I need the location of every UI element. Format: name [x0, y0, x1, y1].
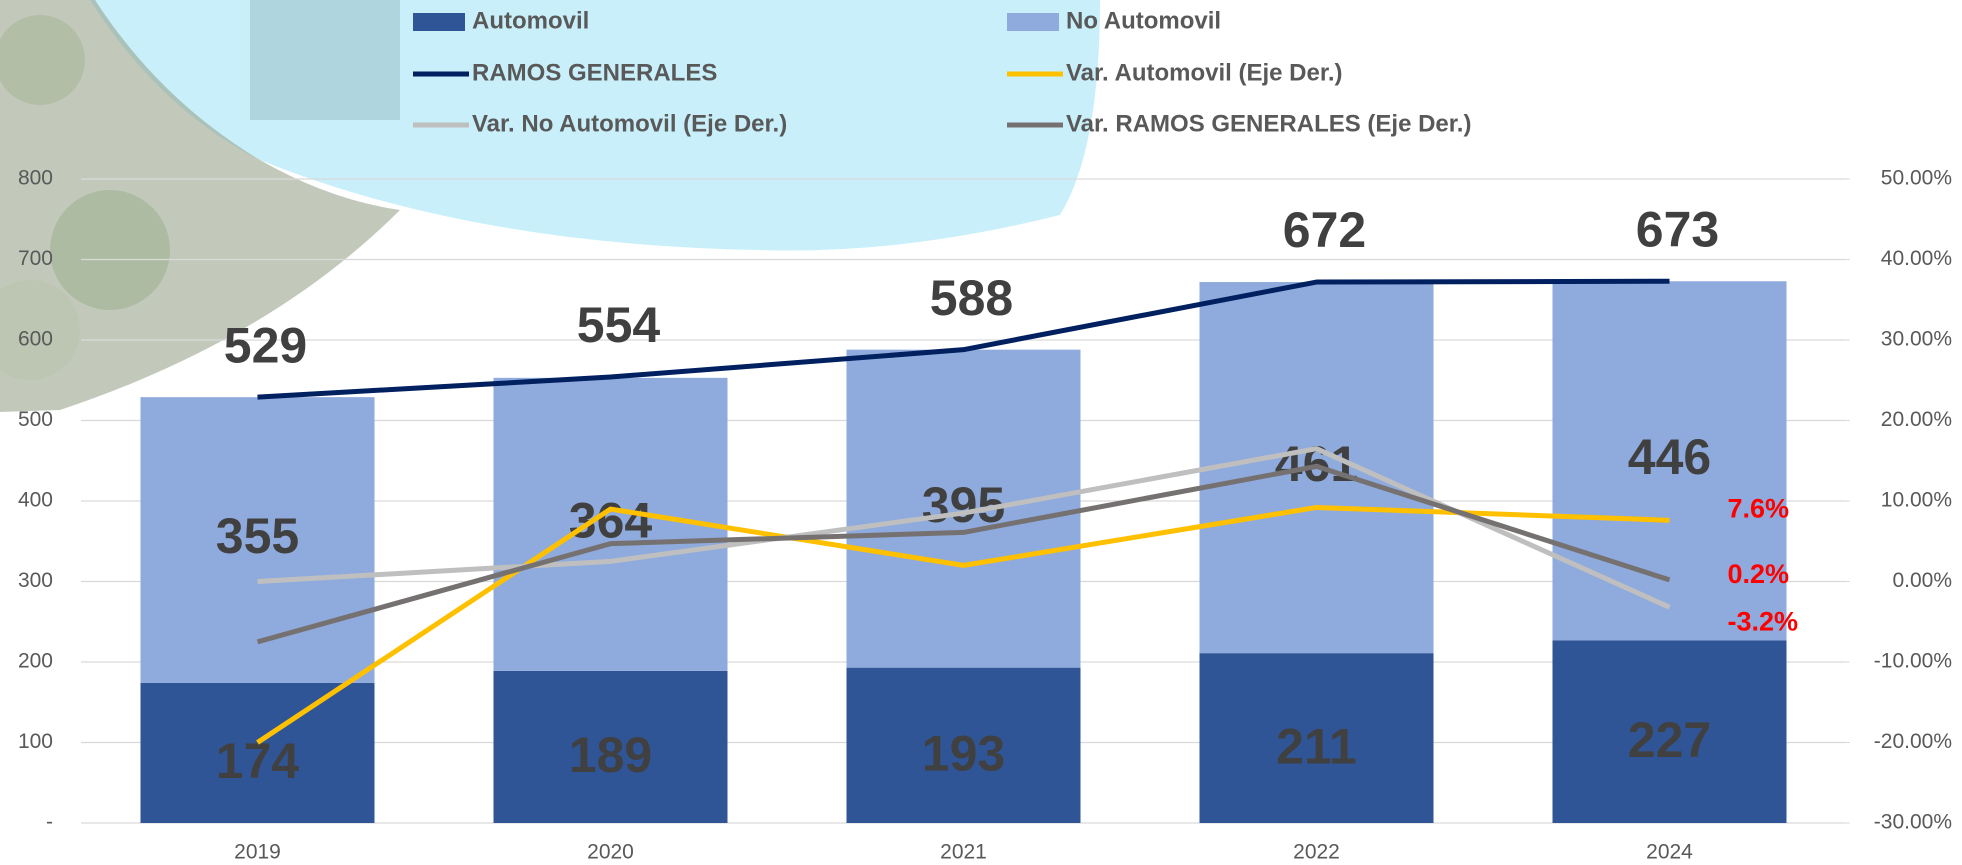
line-series	[256, 463, 1671, 645]
total-label: 672	[1283, 202, 1366, 258]
line-series	[256, 504, 1670, 745]
y-tick-label: 800	[18, 167, 53, 190]
total-label: 529	[224, 317, 307, 373]
legend-swatch	[1007, 13, 1059, 31]
bar-segment	[1552, 640, 1787, 823]
y-tick-label: 300	[18, 569, 53, 592]
y2-tick-label: -30.00%	[1874, 811, 1952, 834]
legend-label: Var. RAMOS GENERALES (Eje Der.)	[1066, 110, 1471, 137]
y-tick-label: 500	[18, 408, 53, 431]
line-series	[257, 446, 1671, 610]
y-tick-label: 700	[18, 247, 53, 270]
bar-segment	[1552, 281, 1787, 641]
y2-tick-label: 40.00%	[1881, 247, 1952, 270]
legend-label: Var. No Automovil (Eje Der.)	[472, 110, 787, 137]
y2-tick-label: 10.00%	[1881, 489, 1952, 512]
y2-tick-label: -10.00%	[1874, 650, 1952, 673]
background-decoration	[0, 0, 1100, 412]
legend-label: Automovil	[472, 7, 589, 34]
bar-segment	[140, 682, 375, 823]
total-label: 673	[1636, 201, 1719, 257]
x-tick-label: 2020	[587, 841, 634, 864]
total-label: 588	[930, 270, 1013, 326]
var-label: 0.2%	[1728, 559, 1790, 589]
legend-label: No Automovil	[1066, 7, 1221, 34]
legend-label: RAMOS GENERALES	[472, 59, 717, 86]
y-tick-label: 200	[18, 650, 53, 673]
y2-tick-label: -20.00%	[1874, 730, 1952, 753]
bar-segment	[846, 349, 1081, 668]
legend-label: Var. Automovil (Eje Der.)	[1066, 59, 1343, 86]
x-tick-label: 2019	[234, 841, 281, 864]
y2-tick-label: 30.00%	[1881, 328, 1952, 351]
legend-swatch	[413, 13, 465, 31]
y-tick-label: 600	[18, 328, 53, 351]
var-label: 7.6%	[1728, 493, 1790, 523]
segment-label: 189	[569, 727, 652, 783]
total-label: 554	[577, 297, 661, 353]
bar-segment	[140, 397, 375, 683]
segment-label: 193	[922, 726, 1005, 782]
bar-segment	[493, 377, 728, 671]
y2-tick-label: 50.00%	[1881, 167, 1952, 190]
y-tick-label: 400	[18, 489, 53, 512]
y2-tick-label: 20.00%	[1881, 408, 1952, 431]
y-tick-label: 100	[18, 730, 53, 753]
bar-segment	[493, 670, 728, 823]
bar-segment	[846, 667, 1081, 823]
line-series	[257, 278, 1670, 400]
bar-segment	[1199, 653, 1434, 823]
y-tick-label: -	[46, 811, 53, 834]
x-tick-label: 2022	[1293, 841, 1340, 864]
x-tick-label: 2021	[940, 841, 987, 864]
var-label: -3.2%	[1728, 606, 1799, 636]
segment-label: 446	[1628, 429, 1711, 485]
segment-label: 211	[1276, 718, 1357, 774]
segment-label: 395	[922, 477, 1005, 533]
segment-label: 227	[1628, 712, 1711, 768]
segment-label: 355	[216, 508, 299, 564]
x-tick-label: 2024	[1646, 841, 1693, 864]
y2-tick-label: 0.00%	[1892, 569, 1952, 592]
segment-label: 364	[569, 493, 653, 549]
